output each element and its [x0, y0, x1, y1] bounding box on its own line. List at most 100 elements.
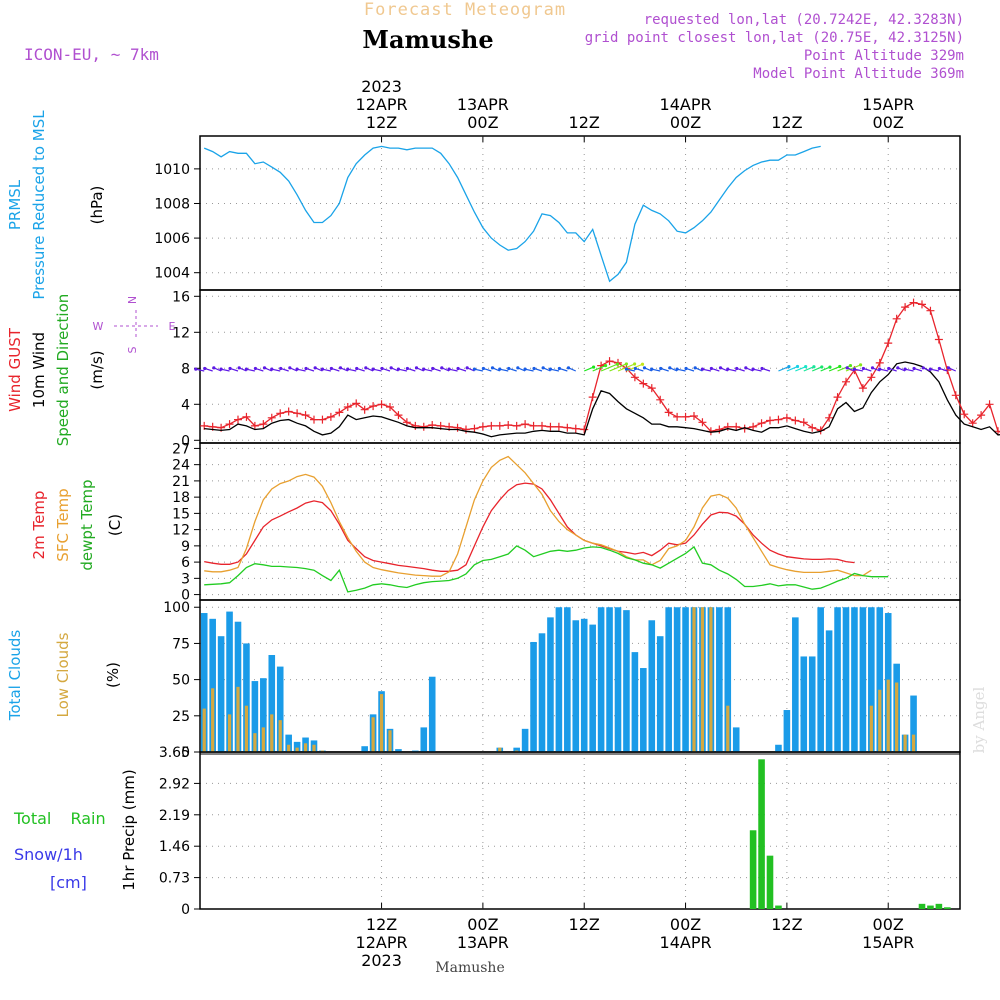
clouds-axis-label: Total Clouds: [6, 630, 24, 722]
wind-wind-gust-point: [749, 422, 758, 431]
wind-arrow-head: [405, 366, 409, 371]
clouds-ytick-label: 0: [181, 745, 190, 761]
pressure-axis-label: (hPa): [88, 186, 106, 225]
clouds-total-clouds-bar: [580, 618, 588, 752]
wind-arrow-head: [848, 363, 853, 368]
precip-axis-label: 1hr Precip (mm): [120, 769, 138, 890]
wind-wind-gust-point: [546, 422, 555, 431]
station-title: Mamushe: [362, 25, 493, 54]
wind-wind-gust-point: [968, 419, 977, 428]
clouds-total-clouds-bar: [732, 727, 740, 752]
clouds-total-clouds-bar: [428, 676, 436, 752]
wind-arrow-head: [541, 366, 545, 370]
bottom-time-label: 15APR: [862, 933, 914, 952]
clouds-low-clouds-bar: [236, 686, 240, 752]
clouds-total-clouds-bar: [640, 668, 647, 752]
compass-south: S: [126, 346, 139, 353]
wind-arrow-head: [787, 365, 791, 369]
wind-arrow-head: [861, 366, 865, 371]
wind-wind-gust-point: [715, 425, 724, 434]
clouds-total-clouds-bar: [209, 618, 216, 752]
wind-arrow-head: [288, 366, 292, 370]
precip-ytick-label: 1.46: [159, 839, 190, 855]
precip-total-rain-bar: [766, 855, 774, 909]
wind-arrow-head: [675, 367, 679, 371]
wind-arrow-head: [364, 366, 368, 370]
pressure-ytick-label: 1004: [154, 266, 190, 282]
wind-wind-gust-point: [782, 413, 791, 422]
clouds-total-clouds-bar: [572, 620, 580, 752]
wind-arrow-head: [640, 362, 645, 366]
wind-wind-gust-point: [875, 358, 884, 367]
wind-wind-gust-point: [825, 413, 834, 422]
wind-direction-arrow: [837, 365, 851, 372]
temperature-ytick-label: 0: [181, 588, 190, 604]
wind-arrow-head: [624, 367, 629, 371]
wind-arrow-head: [744, 366, 748, 370]
clouds-total-clouds-bar: [614, 607, 622, 752]
temperature-ytick-label: 12: [172, 523, 190, 539]
clouds-axis-label: Low Clouds: [54, 632, 72, 717]
compass-north: N: [126, 296, 139, 304]
precip-ytick-label: 0.73: [159, 871, 190, 887]
clouds-total-clouds-bar: [226, 611, 233, 752]
wind-wind-gust-point: [352, 399, 361, 408]
wind-wind-gust-point: [554, 422, 563, 431]
wind-wind-gust-point: [681, 412, 690, 421]
wind-arrow-head: [633, 362, 637, 366]
wind-wind-gust-point: [791, 416, 800, 425]
clouds-total-clouds-bar: [251, 681, 259, 752]
wind-ytick-label: 4: [181, 397, 190, 413]
temperature-ytick-label: 24: [172, 458, 190, 474]
wind-direction-arrow: [820, 366, 831, 372]
wind-wind-gust-point: [402, 418, 411, 427]
pressure-ytick-label: 1006: [154, 231, 190, 247]
clouds-total-clouds-bar: [395, 749, 402, 752]
bottom-time-label: 13APR: [457, 933, 509, 952]
precip-total-rain-bar: [749, 830, 757, 909]
wind-arrow-head: [456, 366, 460, 371]
wind-direction-arrow: [845, 364, 861, 372]
wind-arrow-head: [295, 367, 299, 371]
wind-arrow-head: [718, 366, 723, 370]
clouds-total-clouds-bar: [547, 617, 554, 752]
wind-wind-gust-point: [808, 423, 817, 432]
wind-direction-arrow: [828, 365, 840, 372]
wind-arrow-head: [928, 367, 933, 371]
clouds-total-clouds-bar: [724, 607, 732, 752]
wind-arrow-head: [440, 366, 444, 370]
clouds-total-clouds-bar: [808, 656, 816, 752]
wind-arrow-head: [244, 367, 249, 371]
clouds-low-clouds-bar: [709, 607, 713, 752]
bottom-time-label: 12Z: [366, 915, 397, 934]
clouds-low-clouds-bar: [498, 747, 502, 752]
wind-arrow-head: [253, 366, 257, 371]
temperature-ytick-label: 15: [172, 506, 190, 522]
point-altitude: Point Altitude 329m: [804, 48, 964, 64]
wind-wind-gust-point: [985, 400, 994, 409]
wind-wind-gust-point: [799, 418, 808, 427]
bottom-time-label: 14APR: [660, 933, 712, 952]
clouds-low-clouds-bar: [261, 727, 265, 752]
clouds-total-clouds-bar: [285, 734, 292, 752]
bottom-time-label: 00Z: [670, 915, 701, 934]
wind-panel: 0 4 8 12 16 Wind GUST 10m Wind Speed and Direct…: [6, 289, 1000, 449]
wind-wind-gust-point: [977, 411, 986, 420]
precip-frame: [199, 751, 961, 910]
clouds-total-clouds-bar: [521, 728, 529, 752]
wind-arrow-head: [304, 366, 308, 371]
clouds-total-clouds-bar: [783, 710, 791, 752]
wind-wind-gust-point: [918, 300, 926, 309]
top-time-label: 13APR: [457, 95, 509, 114]
wind-arrow-head: [726, 367, 730, 371]
precip-ytick-label: 2.19: [159, 808, 190, 824]
wind-wind-gust-point: [377, 400, 386, 409]
clouds-total-clouds-bar: [293, 741, 301, 752]
wind-direction-arrow: [583, 366, 594, 372]
product-title: Forecast Meteogram: [364, 0, 566, 20]
wind-arrow-head: [557, 366, 561, 371]
wind-wind-gust-point: [698, 418, 707, 427]
clouds-total-clouds-bar: [851, 607, 858, 752]
clouds-low-clouds-bar: [287, 744, 291, 752]
